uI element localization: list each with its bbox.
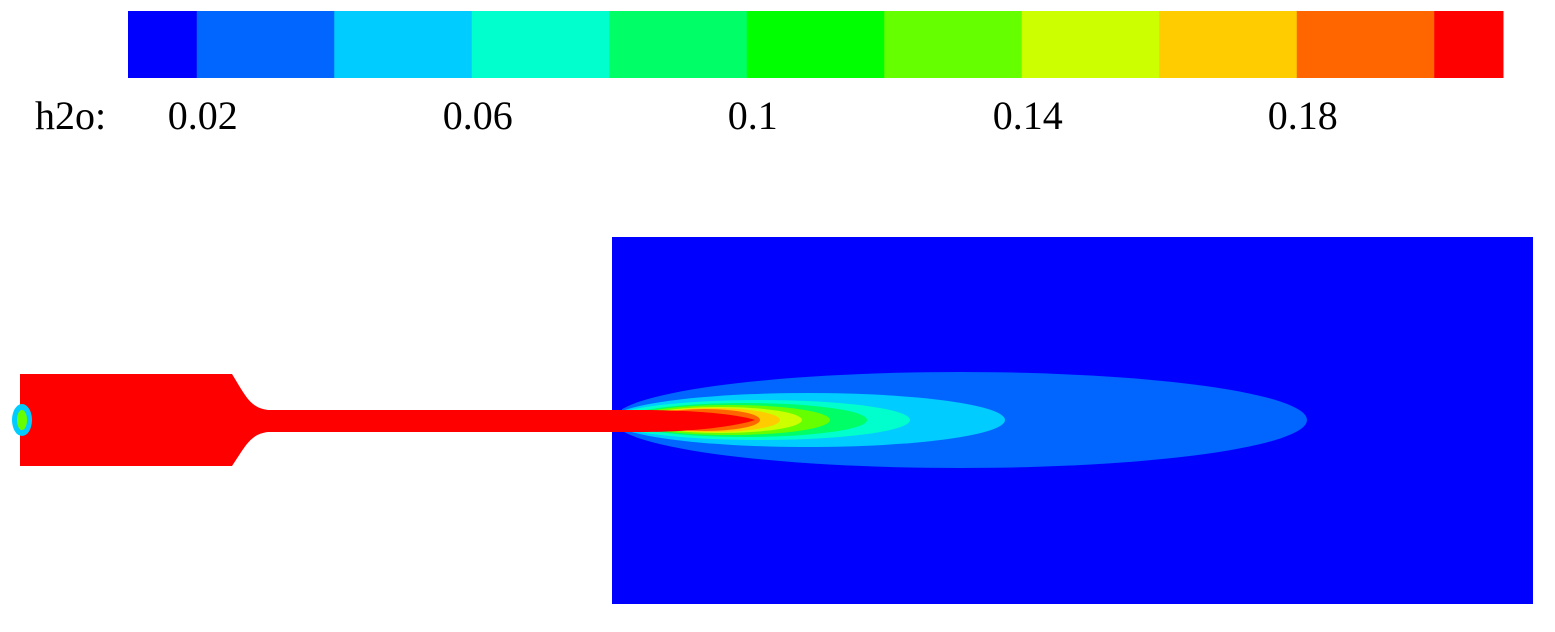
tick-label: 0.1 — [728, 93, 778, 138]
colorbar — [128, 11, 1504, 78]
jet — [300, 410, 755, 432]
tick-label: 0.02 — [168, 93, 238, 138]
color-block — [746, 11, 885, 78]
color-block — [334, 11, 473, 78]
color-block — [884, 11, 1023, 78]
color-block — [1434, 11, 1504, 78]
color-block — [609, 11, 748, 78]
inlet — [17, 410, 27, 430]
color-block — [1021, 11, 1160, 78]
tick-label: 0.06 — [443, 93, 513, 138]
nozzle — [20, 374, 320, 466]
tick-label: 0.18 — [1268, 93, 1338, 138]
color-block — [196, 11, 335, 78]
contour-plot — [12, 237, 1533, 604]
color-block — [1296, 11, 1435, 78]
tick-label: 0.14 — [993, 93, 1063, 138]
color-block — [1159, 11, 1298, 78]
colorbar-label: h2o: — [35, 93, 106, 138]
color-block — [471, 11, 610, 78]
color-block — [128, 11, 198, 78]
